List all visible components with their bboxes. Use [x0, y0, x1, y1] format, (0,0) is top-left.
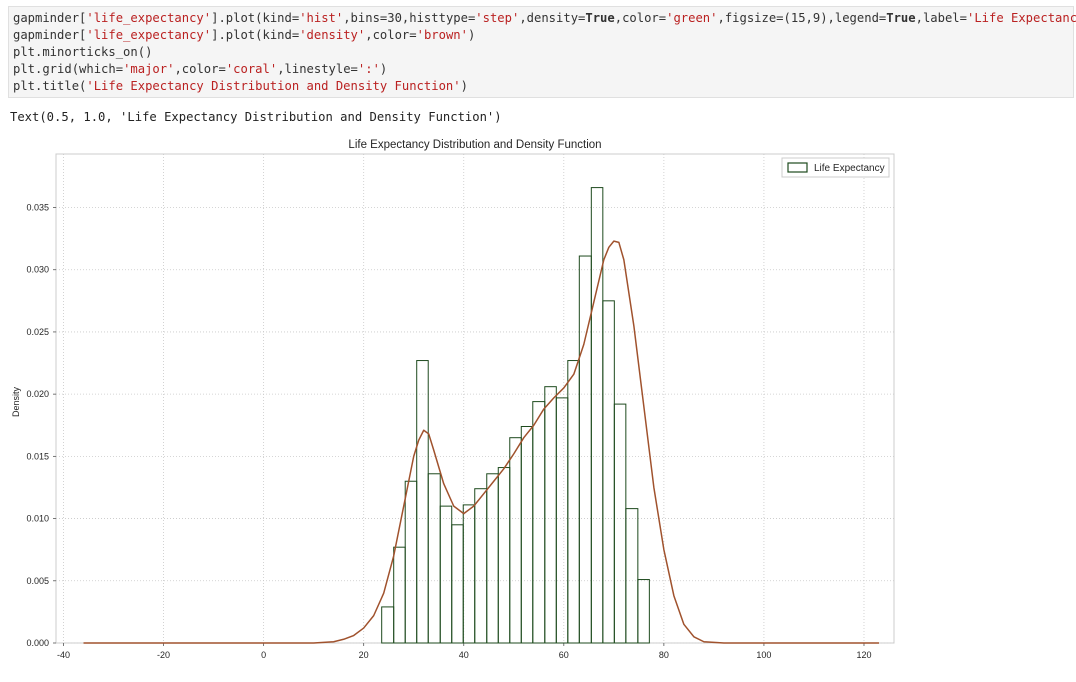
- code-token: plt.title(: [13, 79, 87, 93]
- code-editor[interactable]: gapminder['life_expectancy'].plot(kind='…: [13, 10, 1076, 95]
- x-tick-label: 80: [659, 650, 669, 660]
- code-token: ,figsize=(15,9),legend=: [717, 11, 887, 25]
- hist-bar: [625, 508, 639, 644]
- code-line: plt.minorticks_on(): [13, 44, 1073, 61]
- y-tick-label: 0.025: [26, 327, 49, 337]
- hist-bar: [637, 579, 650, 644]
- x-tick-label: -20: [157, 650, 170, 660]
- x-tick-label: -40: [57, 650, 70, 660]
- x-tick-label: 40: [459, 650, 469, 660]
- x-tick-label: 60: [559, 650, 569, 660]
- code-line: plt.grid(which='major',color='coral',lin…: [13, 61, 1073, 78]
- y-tick-label: 0.030: [26, 265, 49, 275]
- x-tick-label: 100: [756, 650, 771, 660]
- chart-svg: -40 -20 0 20 40 60 80 100 120 0.000 0.005 0.010 0.01…: [11, 139, 895, 660]
- x-tick-label: 120: [856, 650, 871, 660]
- code-token: ): [467, 28, 476, 42]
- code-cell[interactable]: gapminder['life_expectancy'].plot(kind='…: [8, 6, 1076, 98]
- code-token: gapminder[: [13, 11, 87, 25]
- chart-output: -40 -20 0 20 40 60 80 100 120 0.000 0.005 0.010 0.01…: [0, 130, 1076, 678]
- histogram-series: [381, 187, 650, 644]
- code-token: True: [886, 11, 916, 25]
- code-token: True: [585, 11, 615, 25]
- code-token: 'life_expectancy': [86, 28, 212, 42]
- code-token: 'major': [123, 62, 175, 76]
- x-tick-label: 20: [359, 650, 369, 660]
- code-line: gapminder['life_expectancy'].plot(kind='…: [13, 10, 1076, 27]
- code-token: ,label=: [915, 11, 967, 25]
- y-tick-label: 0.020: [26, 389, 49, 399]
- code-token: gapminder[: [13, 28, 87, 42]
- y-tick-label: 0.010: [26, 514, 49, 524]
- y-tick-label: 0.035: [26, 203, 49, 213]
- code-token: ,color=: [174, 62, 226, 76]
- cell-output-text: Text(0.5, 1.0, 'Life Expectancy Distribu…: [10, 110, 502, 124]
- code-token: 'coral': [225, 62, 278, 76]
- code-token: 'life_expectancy': [86, 11, 212, 25]
- legend: Life Expectancy: [781, 157, 890, 178]
- code-token: ,color=: [365, 28, 417, 42]
- y-axis-label: Density: [11, 386, 21, 417]
- y-tick-label: 0.000: [26, 638, 49, 648]
- grid-lines: [56, 154, 894, 644]
- code-token: ':': [357, 62, 380, 76]
- code-token: plt.grid(which=: [13, 62, 124, 76]
- code-token: 'green': [666, 11, 718, 25]
- code-token: ,linestyle=: [277, 62, 358, 76]
- code-token: 'Life Expectancy': [966, 11, 1076, 25]
- code-token: ): [379, 62, 388, 76]
- code-token: 'density': [299, 28, 366, 42]
- code-token: ].plot(kind=: [211, 11, 300, 25]
- code-line: plt.title('Life Expectancy Distribution …: [13, 78, 1073, 95]
- legend-swatch: [787, 162, 808, 173]
- axes: -40 -20 0 20 40 60 80 100 120 0.000 0.005 0.010 0.01…: [26, 203, 871, 660]
- code-token: ,color=: [614, 11, 667, 25]
- code-token: 'Life Expectancy Distribution and Densit…: [86, 79, 461, 93]
- density-series: [83, 240, 879, 644]
- code-token: 'step': [475, 11, 520, 25]
- chart-title: Life Expectancy Distribution and Density…: [348, 139, 601, 151]
- y-tick-label: 0.015: [26, 451, 49, 461]
- code-token: ,density=: [519, 11, 586, 25]
- code-token: ,bins=30,histtype=: [343, 11, 476, 25]
- code-token: ].plot(kind=: [211, 28, 300, 42]
- legend-label: Life Expectancy: [814, 163, 885, 174]
- code-token: plt.minorticks_on(): [13, 45, 153, 59]
- legend-box: [781, 157, 890, 178]
- code-token: ): [460, 79, 468, 93]
- code-token: 'hist': [299, 11, 344, 25]
- density-curve: [83, 240, 879, 644]
- x-tick-label: 0: [261, 650, 266, 660]
- code-token: 'brown': [416, 28, 468, 42]
- code-line: gapminder['life_expectancy'].plot(kind='…: [13, 27, 1073, 44]
- y-tick-label: 0.005: [26, 576, 49, 586]
